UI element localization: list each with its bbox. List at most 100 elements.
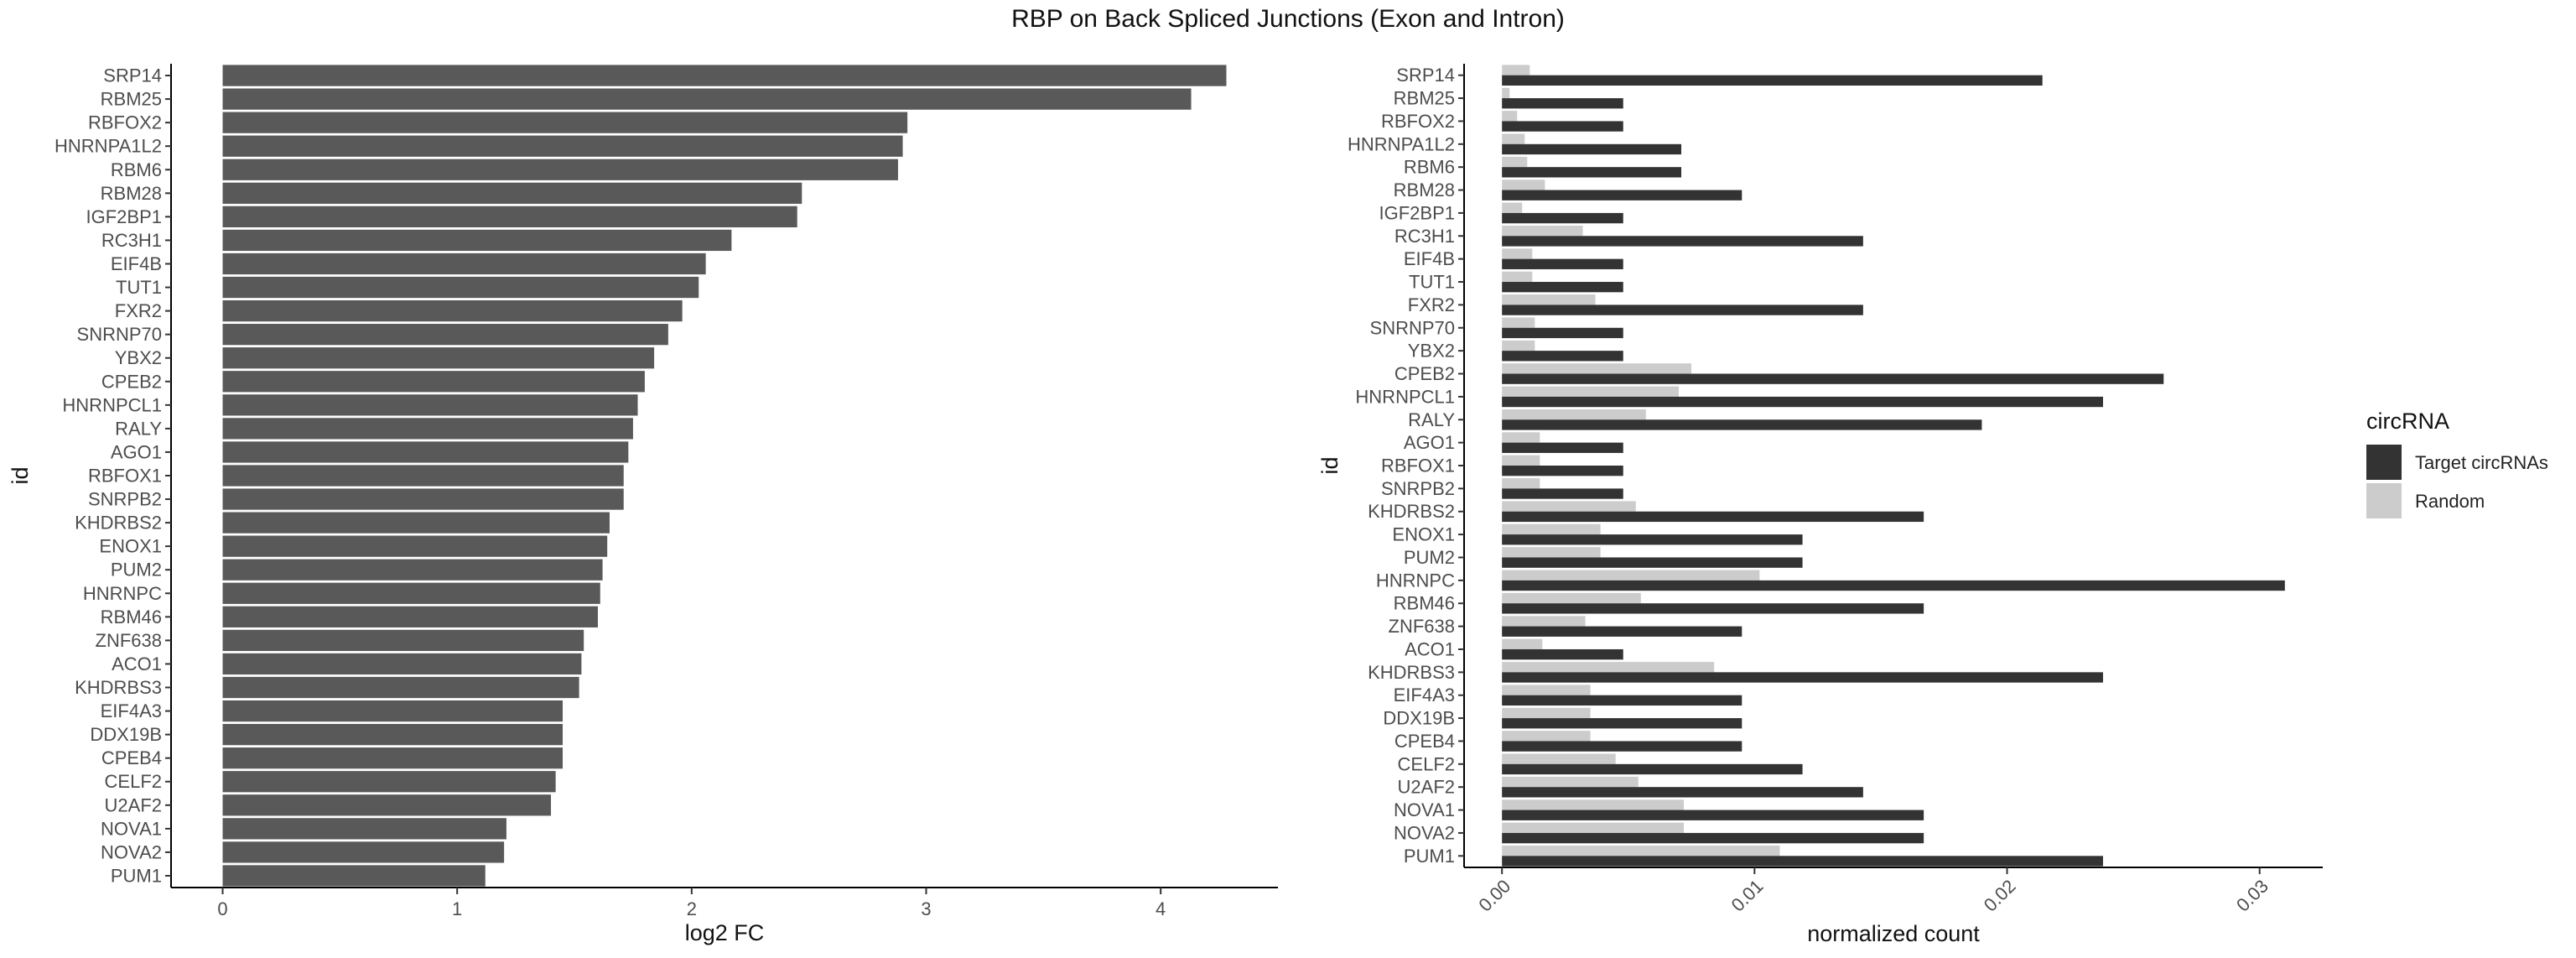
- y-tick-label-ddx19b: DDX19B: [1383, 708, 1455, 729]
- bar-random-eif4a3: [1502, 685, 1591, 695]
- bar-target-circrnas-ddx19b: [1502, 718, 1742, 729]
- y-tick-label-nova2: NOVA2: [1394, 822, 1455, 843]
- bar-srp14: [222, 65, 1227, 86]
- bar-target-circrnas-enox1: [1502, 534, 1803, 545]
- bar-target-circrnas-fxr2: [1502, 305, 1863, 315]
- y-tick-label-eif4a3: EIF4A3: [101, 700, 162, 721]
- y-tick-label-fxr2: FXR2: [115, 300, 162, 321]
- bar-random-hnrnpa1l2: [1502, 133, 1525, 144]
- bar-nova1: [222, 818, 506, 840]
- bar-eif4a3: [222, 700, 564, 722]
- bar-rbm25: [222, 88, 1192, 110]
- x-tick-label: 0.00: [1474, 876, 1514, 916]
- bar-rbm28: [222, 182, 802, 204]
- bar-target-circrnas-tut1: [1502, 282, 1623, 293]
- y-tick-label-cpeb2: CPEB2: [101, 371, 162, 392]
- bar-random-rbm28: [1502, 180, 1545, 190]
- x-tick-label: 0.02: [1980, 876, 2020, 916]
- bar-target-circrnas-celf2: [1502, 763, 1803, 775]
- y-tick-label-rbfox2: RBFOX2: [1381, 111, 1455, 132]
- bar-khdrbs3: [222, 676, 579, 699]
- bar-target-circrnas-ybx2: [1502, 351, 1623, 362]
- y-tick-label-pum2: PUM2: [1404, 547, 1455, 568]
- y-tick-label-eif4b: EIF4B: [1404, 248, 1455, 269]
- x-tick-label: 0.03: [2232, 876, 2272, 916]
- bar-target-circrnas-nova1: [1502, 810, 1924, 820]
- bar-eif4b: [222, 253, 706, 275]
- y-tick-label-ago1: AGO1: [111, 441, 162, 462]
- y-tick-label-aco1: ACO1: [1405, 638, 1455, 659]
- y-tick-label-pum1: PUM1: [1404, 846, 1455, 867]
- bar-random-hnrnpc: [1502, 570, 1760, 581]
- bar-target-circrnas-khdrbs2: [1502, 511, 1924, 523]
- bar-random-rc3h1: [1502, 225, 1583, 237]
- bar-random-snrnp70: [1502, 317, 1535, 328]
- y-tick-label-pum2: PUM2: [111, 560, 162, 581]
- y-tick-label-rbm46: RBM46: [101, 607, 162, 627]
- y-tick-label-snrnp70: SNRNP70: [1370, 317, 1455, 338]
- bar-random-nova1: [1502, 799, 1685, 810]
- bar-random-khdrbs3: [1502, 662, 1715, 673]
- y-tick-label-fxr2: FXR2: [1408, 294, 1455, 315]
- y-tick-label-ybx2: YBX2: [1408, 341, 1455, 362]
- bar-snrnp70: [222, 324, 668, 346]
- bar-target-circrnas-rc3h1: [1502, 236, 1863, 247]
- x-tick-label: 2: [687, 898, 697, 919]
- y-tick-label-raly: RALY: [115, 418, 162, 439]
- y-tick-label-enox1: ENOX1: [1392, 524, 1455, 545]
- bar-random-srp14: [1502, 65, 1530, 75]
- legend-label-random: Random: [2415, 491, 2485, 512]
- y-tick-label-rbfox1: RBFOX1: [88, 466, 162, 487]
- bar-random-snrpb2: [1502, 478, 1540, 489]
- y-tick-label-celf2: CELF2: [105, 771, 162, 792]
- y-tick-label-khdrbs2: KHDRBS2: [1368, 501, 1455, 522]
- y-tick-label-ago1: AGO1: [1404, 432, 1455, 453]
- bar-tut1: [222, 276, 699, 299]
- bar-target-circrnas-eif4a3: [1502, 695, 1742, 706]
- y-tick-label-u2af2: U2AF2: [1398, 777, 1455, 798]
- y-tick-label-khdrbs3: KHDRBS3: [1368, 662, 1455, 683]
- y-tick-label-rbm6: RBM6: [1404, 157, 1455, 178]
- bar-random-hnrnpcl1: [1502, 386, 1679, 397]
- bar-target-circrnas-hnrnpa1l2: [1502, 143, 1682, 155]
- bar-znf638: [222, 629, 584, 652]
- bar-random-ddx19b: [1502, 707, 1591, 719]
- bar-target-circrnas-rbfox2: [1502, 121, 1623, 132]
- bar-target-circrnas-pum1: [1502, 856, 2103, 867]
- bar-khdrbs2: [222, 512, 610, 534]
- bar-random-igf2bp1: [1502, 202, 1523, 213]
- bar-random-tut1: [1502, 271, 1533, 283]
- x-axis-title: normalized count: [1807, 921, 1980, 946]
- y-tick-label-srp14: SRP14: [103, 65, 162, 86]
- bar-celf2: [222, 771, 556, 793]
- legend-swatch-target-circrnas: [2366, 445, 2402, 480]
- y-tick-label-hnrnpcl1: HNRNPCL1: [62, 394, 162, 415]
- bar-cpeb4: [222, 747, 564, 769]
- bar-fxr2: [222, 299, 683, 322]
- bar-rbfox1: [222, 465, 624, 487]
- bar-random-cpeb2: [1502, 363, 1692, 374]
- y-tick-label-hnrnpc: HNRNPC: [1376, 570, 1455, 591]
- bar-target-circrnas-pum2: [1502, 557, 1803, 568]
- chart-title: RBP on Back Spliced Junctions (Exon and …: [1011, 5, 1565, 33]
- y-tick-label-rbfox1: RBFOX1: [1381, 456, 1455, 476]
- bar-ybx2: [222, 347, 655, 369]
- bar-random-rbfox1: [1502, 455, 1540, 466]
- y-tick-label-celf2: CELF2: [1398, 753, 1455, 774]
- y-axis-title: id: [1317, 456, 1343, 474]
- bar-raly: [222, 418, 633, 440]
- bar-u2af2: [222, 794, 552, 816]
- bar-random-ybx2: [1502, 340, 1535, 351]
- x-axis-title: log2 FC: [685, 920, 765, 945]
- bar-random-fxr2: [1502, 294, 1596, 305]
- y-tick-label-rbfox2: RBFOX2: [88, 112, 162, 133]
- y-tick-label-nova2: NOVA2: [101, 841, 162, 862]
- bar-random-aco1: [1502, 638, 1543, 649]
- legend-swatch-random: [2366, 483, 2402, 518]
- y-tick-label-ddx19b: DDX19B: [90, 724, 162, 745]
- y-tick-label-snrpb2: SNRPB2: [1381, 478, 1455, 499]
- bar-target-circrnas-cpeb4: [1502, 741, 1742, 752]
- bar-random-raly: [1502, 409, 1646, 420]
- y-tick-label-u2af2: U2AF2: [105, 794, 162, 815]
